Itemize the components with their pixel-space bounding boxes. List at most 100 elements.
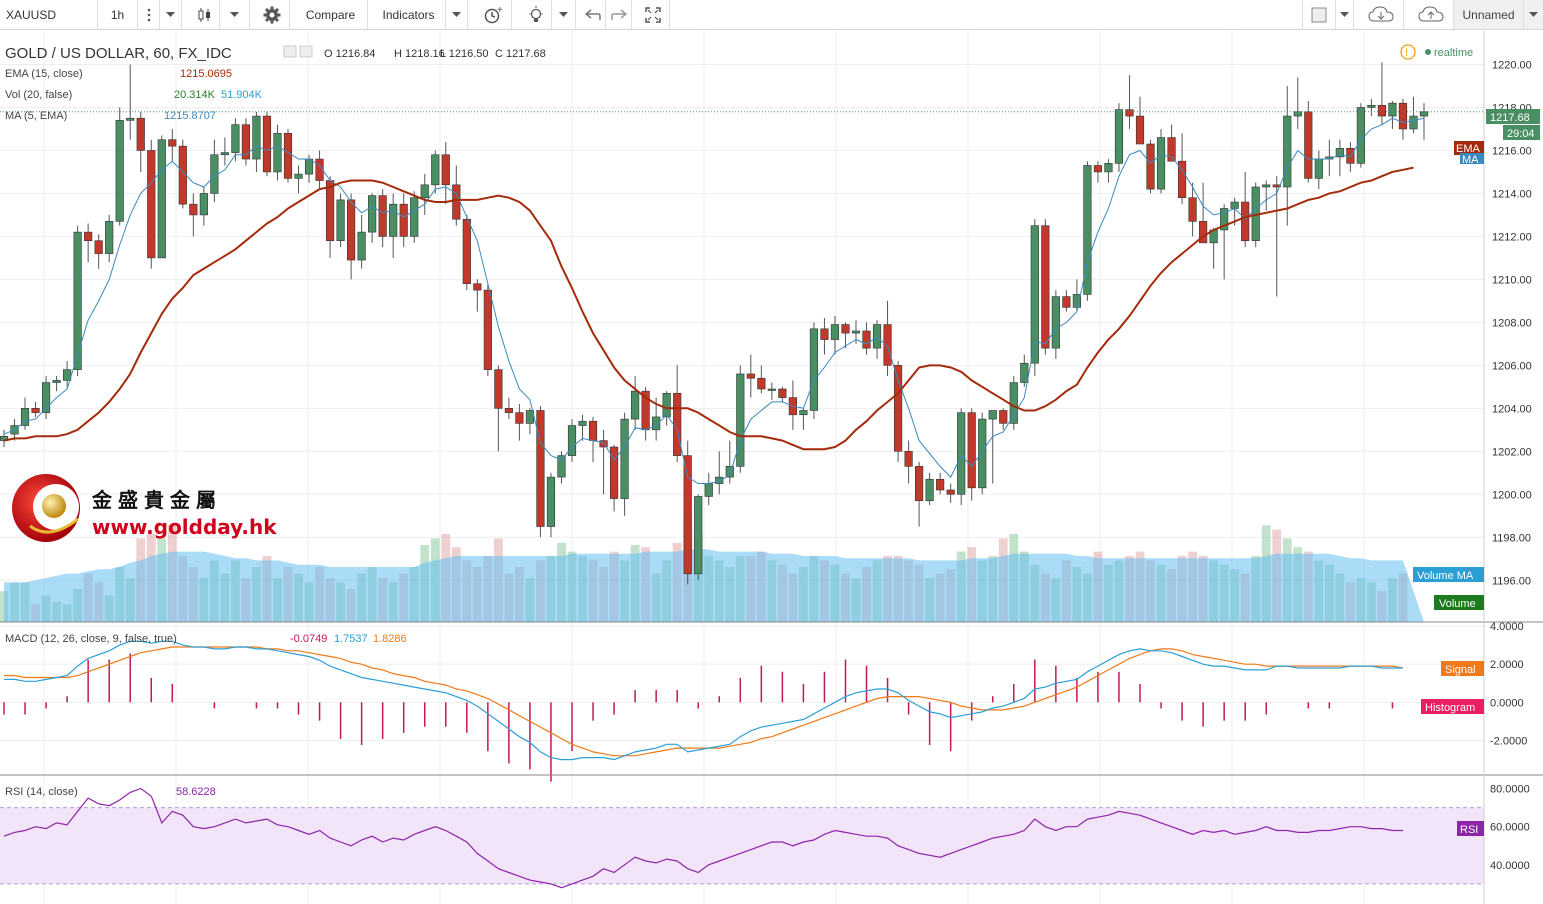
ema-legend-label: EMA (15, close) [5, 68, 83, 80]
candle-body [410, 197, 419, 237]
candles-icon[interactable] [190, 0, 220, 29]
candle-body [1135, 115, 1145, 145]
candle-body [1051, 296, 1060, 349]
candle-body [420, 184, 429, 199]
interval-selector[interactable]: 1h [98, 0, 138, 29]
candle-body [872, 324, 882, 349]
candle-body [1346, 148, 1355, 164]
candle-body [830, 324, 840, 340]
candle-body [1304, 111, 1313, 179]
candle-body [936, 478, 945, 491]
candle-body [494, 369, 503, 409]
candle-body [115, 120, 124, 222]
candle-body [157, 139, 166, 259]
candle-body [862, 330, 871, 349]
candle-body [851, 330, 861, 334]
candle-body [189, 203, 198, 216]
rsi-axis-tick: 60.0000 [1490, 822, 1530, 834]
price-axis-tick: 1208.00 [1492, 317, 1532, 329]
candle-body [1104, 163, 1113, 173]
candle-body [1009, 382, 1018, 424]
grid [0, 31, 1484, 904]
layout-name-button[interactable]: Unnamed [1454, 0, 1524, 29]
logo-url: www.goldday.hk [92, 515, 277, 539]
candle-body [841, 324, 850, 334]
candle-body [105, 221, 114, 254]
ideas-chevron-icon[interactable] [552, 0, 576, 29]
price-axis-tick: 1196.00 [1492, 575, 1531, 587]
symbol-search[interactable]: XAUUSD [0, 0, 98, 29]
cloud-upload-icon[interactable] [1408, 0, 1454, 29]
candle-body [431, 154, 440, 186]
candle-body [462, 218, 471, 284]
candle-body [715, 476, 724, 484]
alert-clock-icon[interactable]: + [474, 0, 512, 29]
candle-body [999, 410, 1008, 424]
ma-line [3, 117, 1425, 484]
volume-ma-tag-box [1413, 567, 1484, 582]
candle-body [1083, 165, 1092, 295]
logo-text: 金盛貴金屬 www.goldday.hk [92, 484, 277, 539]
lightbulb-icon[interactable] [520, 0, 552, 29]
volume-tag: Volume [1439, 598, 1476, 610]
snapshot-box-icon[interactable] [1302, 0, 1336, 29]
price-axis-tick: 1206.00 [1492, 360, 1532, 372]
candle-body [20, 408, 30, 426]
candle-body [483, 289, 492, 370]
candle-body [1114, 109, 1124, 164]
candle-body [1146, 143, 1155, 190]
candle-body [1388, 102, 1397, 117]
interval-more-icon[interactable] [138, 0, 160, 29]
indicators-chevron-icon[interactable] [446, 0, 468, 29]
interval-dropdown-chevron-icon[interactable] [160, 0, 182, 29]
candle-body [347, 199, 356, 261]
undo-icon[interactable] [580, 0, 606, 29]
candle-body [588, 420, 598, 441]
redo-icon[interactable] [606, 0, 632, 29]
volume-ma-tag: Volume MA [1417, 570, 1474, 582]
candle-body [473, 283, 482, 291]
vol-legend-value2: 51.904K [221, 89, 263, 101]
ema-tag-box [1454, 141, 1484, 155]
indicators-button[interactable]: Indicators [372, 0, 446, 29]
legend-settings-icon[interactable] [299, 45, 313, 58]
candle-body [1241, 201, 1250, 242]
candle-body [378, 195, 387, 237]
fullscreen-icon[interactable] [636, 0, 670, 29]
macd-axis-tick: 4.0000 [1490, 621, 1524, 633]
compare-button[interactable]: Compare [294, 0, 368, 29]
candle-body [620, 418, 629, 499]
price-axis-tick: 1198.00 [1492, 532, 1531, 544]
ma-tag-box [1460, 153, 1484, 164]
candle-body [94, 240, 103, 254]
gear-icon[interactable] [254, 0, 290, 29]
candle-body [315, 158, 324, 181]
candle-body [546, 476, 556, 527]
snapshot-chevron-icon[interactable] [1336, 0, 1354, 29]
candle-body [1030, 225, 1039, 364]
layout-name-label: Unnamed [1462, 7, 1515, 22]
price-axis-tick: 1204.00 [1492, 403, 1532, 415]
signal-tag: Signal [1445, 664, 1476, 676]
candle-body [978, 418, 987, 489]
vol-legend-value1: 20.314K [174, 89, 216, 101]
rsi-axis-tick: 80.0000 [1490, 784, 1530, 796]
candle-body [1335, 148, 1344, 158]
candle-body [631, 390, 640, 420]
candle-body [683, 455, 692, 575]
candle-body [1283, 115, 1292, 188]
candle-body [767, 388, 776, 391]
candle-body [957, 412, 966, 495]
candle-body [1125, 109, 1134, 117]
ema-tag: EMA [1456, 143, 1481, 155]
chart-type-chevron-icon[interactable] [220, 0, 250, 29]
warning-icon[interactable] [1400, 44, 1416, 60]
candle-body [757, 377, 766, 390]
candle-body [694, 496, 703, 575]
cloud-download-icon[interactable] [1358, 0, 1404, 29]
chart-canvas[interactable]: 1196.00 1198.00 1200.00 1202.00 1204.00 1206.… [0, 31, 1543, 904]
legend-eye-icon[interactable] [283, 45, 297, 58]
candle-body [988, 410, 997, 420]
layout-chevron-icon[interactable] [1524, 0, 1543, 29]
candle-body [357, 231, 366, 261]
